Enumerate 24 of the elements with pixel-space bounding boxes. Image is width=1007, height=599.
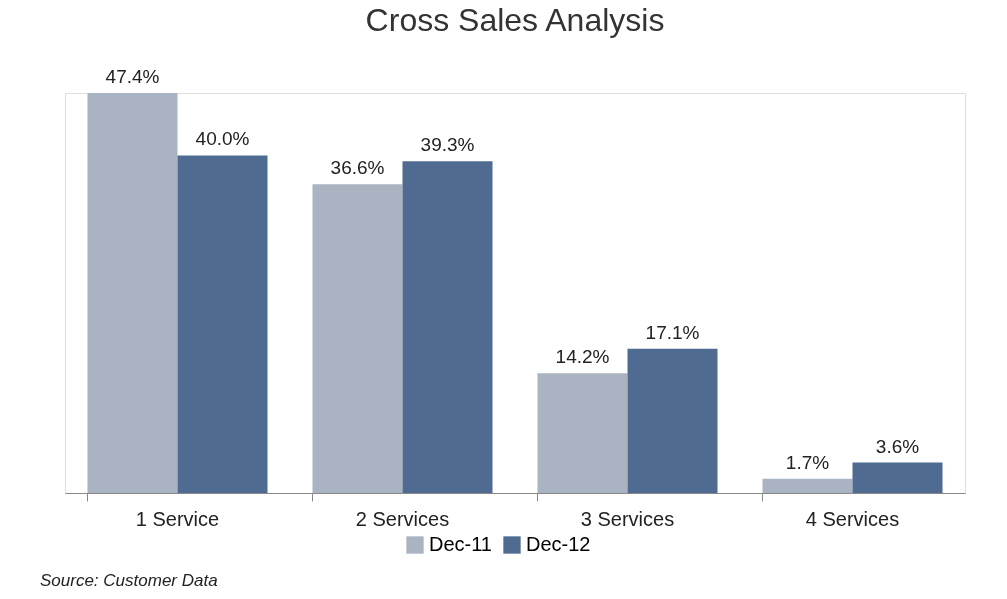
bar [627,348,718,493]
x-tick-label: 1 Service [135,507,220,530]
chart-title: Cross Sales Analysis [365,2,665,38]
bar [762,478,853,493]
data-label: 47.4% [105,66,160,87]
data-label: 14.2% [555,346,610,368]
bar [402,161,493,493]
bar [852,462,943,493]
x-tick-label: 3 Services [580,507,675,530]
legend-label: Dec-11 [429,533,492,555]
data-label: 3.6% [875,435,920,457]
source-note: Source: Customer Data [40,571,218,590]
x-tick-label: 2 Services [355,507,450,530]
bar [177,155,268,493]
data-label: 39.3% [420,134,475,156]
data-label: 1.7% [785,451,830,473]
bar [87,93,178,493]
legend-label: Dec-12 [526,533,591,555]
bar [537,373,628,493]
bar [312,184,403,493]
x-tick-label: 4 Services [805,507,900,530]
data-label: 36.6% [330,157,385,179]
data-label: 40.0% [195,128,250,150]
data-label: 17.1% [645,321,700,343]
